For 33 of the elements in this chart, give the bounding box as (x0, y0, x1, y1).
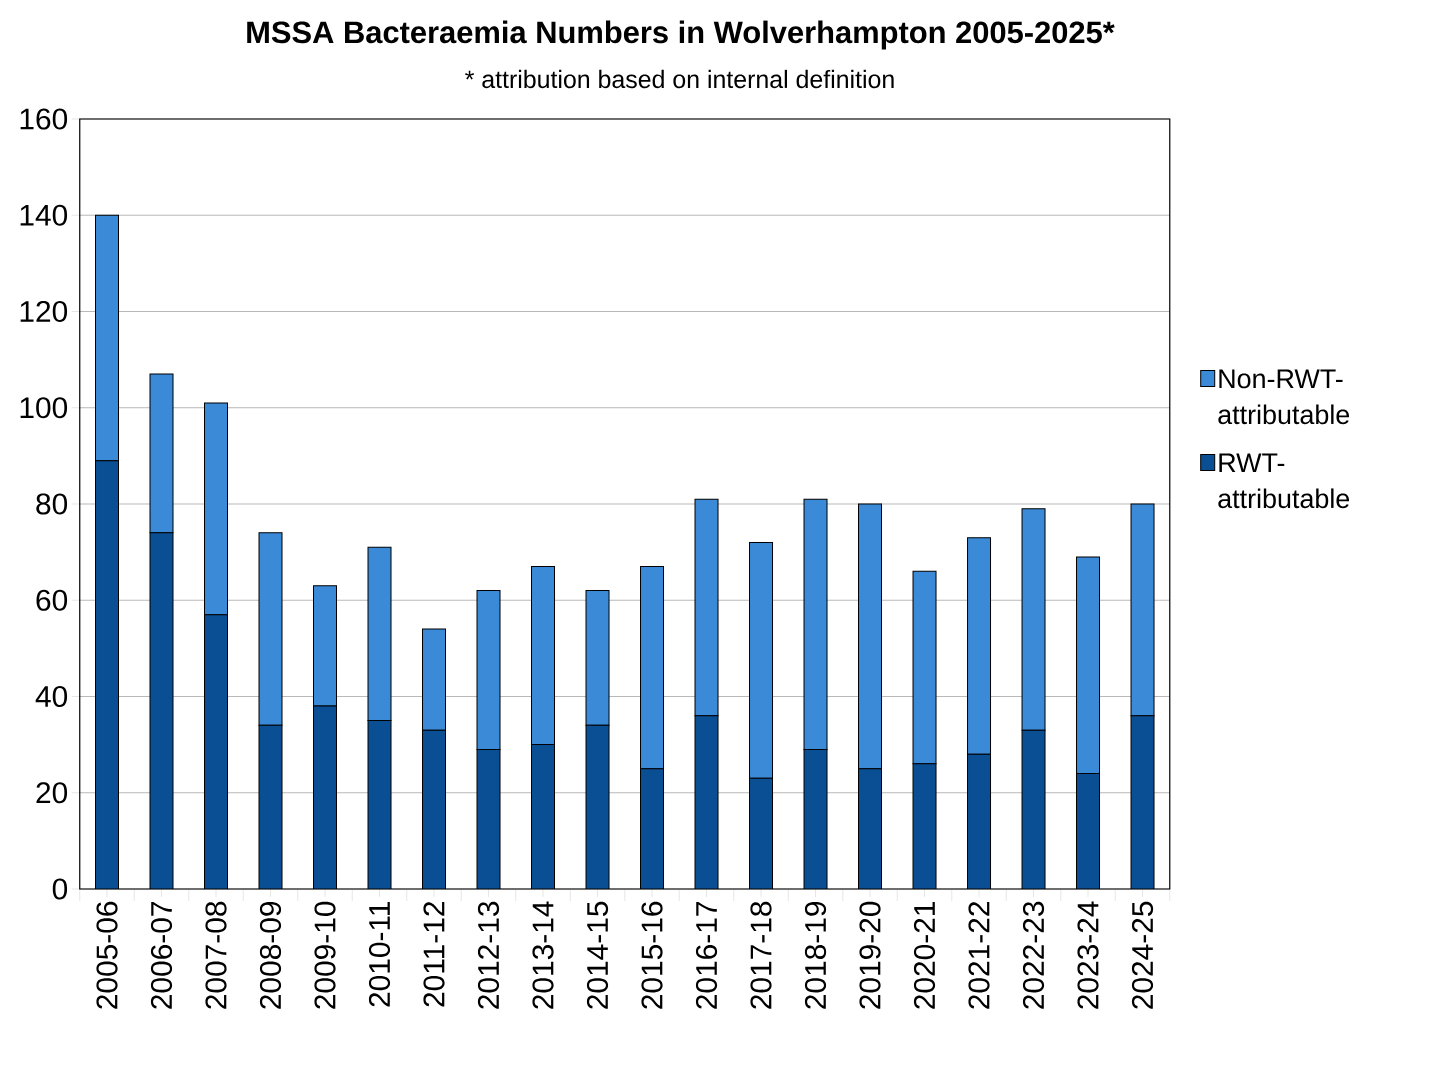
legend-label: RWT-attributable (1218, 453, 1350, 509)
y-tick-label: 40 (35, 685, 68, 708)
y-tick-label: 140 (20, 204, 68, 226)
x-tick-label: 2015-16 (641, 901, 663, 1009)
x-tick-label: 2006-07 (150, 902, 173, 1009)
x-tick-label: 2013-14 (532, 901, 554, 1009)
x-tick-label: 2007-08 (205, 901, 227, 1009)
x-tick-label: 2011-12 (423, 902, 445, 1007)
x-tick-label: 2022-23 (1022, 901, 1045, 1009)
y-tick-label: 120 (20, 300, 68, 323)
chart-subtitle: * attribution based on internal definition (465, 69, 894, 89)
y-tick-label: 20 (36, 782, 68, 804)
x-tick-label: 2005-06 (96, 901, 118, 1009)
y-tick-label: 160 (20, 108, 68, 130)
x-tick-label: 2014-15 (586, 901, 609, 1009)
y-tick-label: 60 (36, 589, 68, 611)
x-tick-label: 2018-19 (804, 901, 827, 1009)
chart-title: MSSA Bacteraemia Numbers in Wolverhampton 2005-2025* (247, 20, 1115, 50)
x-tick-label: 2009-10 (314, 901, 336, 1009)
x-tick-label: 2023-24 (1077, 901, 1099, 1009)
legend-label: Non-RWT-attributable (1218, 369, 1350, 425)
x-tick-label: 2008-09 (259, 901, 282, 1009)
x-tick-label: 2019-20 (859, 901, 881, 1009)
y-tick-label: 80 (36, 493, 68, 515)
x-tick-label: 2021-22 (968, 902, 990, 1009)
y-tick-label: 0 (52, 878, 68, 900)
x-tick-label: 2010-11 (368, 901, 391, 1007)
x-tick-label: 2024-25 (1131, 901, 1154, 1009)
x-tick-label: 2012-13 (477, 901, 500, 1009)
y-tick-label: 100 (20, 397, 68, 419)
x-tick-label: 2017-18 (750, 901, 772, 1009)
x-tick-label: 2020-21 (913, 901, 936, 1009)
x-tick-label: 2016-17 (695, 902, 718, 1009)
